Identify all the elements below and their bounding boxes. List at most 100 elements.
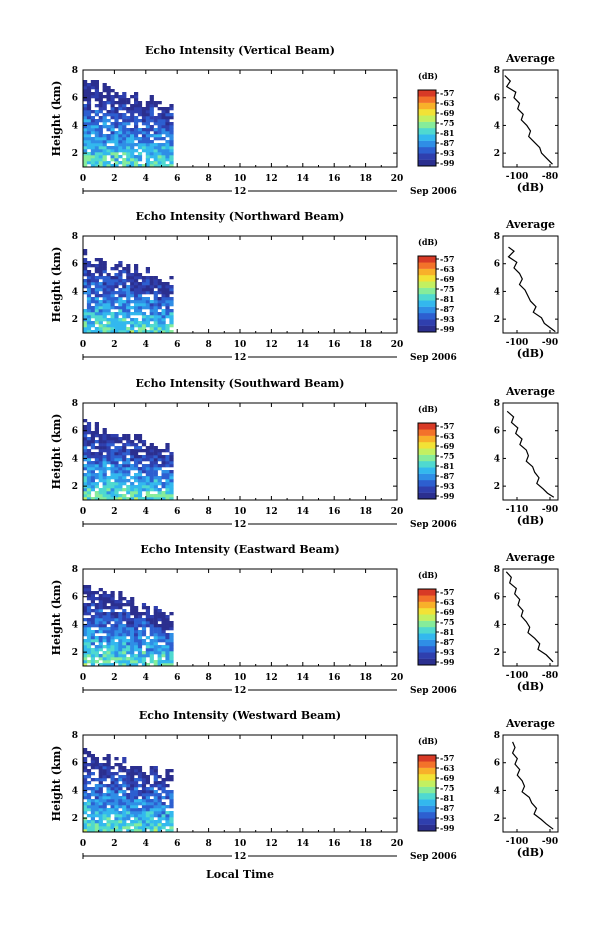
- heatmap-cell: [169, 778, 174, 782]
- colorbar-swatch: [418, 275, 436, 282]
- day-label: 12: [234, 852, 247, 862]
- heatmap-cell: [153, 116, 158, 120]
- heatmap-cell: [169, 814, 174, 818]
- heatmap-cell: [122, 769, 127, 773]
- x-tick-label: 14: [297, 839, 310, 849]
- heatmap-cell: [98, 267, 103, 271]
- heatmap-cell: [102, 306, 107, 310]
- colorbar-swatch: [418, 473, 436, 481]
- heatmap-cell: [114, 164, 119, 168]
- x-tick-label: 20: [391, 340, 404, 350]
- heatmap-cell: [169, 137, 174, 141]
- heatmap-cell: [98, 161, 103, 165]
- colorbar-swatch: [418, 153, 436, 160]
- heatmap-cell: [153, 630, 158, 634]
- heatmap-cell: [106, 89, 111, 93]
- heatmap-cell: [118, 829, 123, 833]
- heatmap-cell: [130, 802, 135, 806]
- heatmap-cell: [161, 128, 166, 132]
- heatmap-cell: [161, 654, 166, 658]
- heatmap-cell: [141, 802, 147, 806]
- heatmap-cell: [110, 476, 115, 480]
- heatmap-cell: [118, 161, 123, 165]
- heatmap-cell: [98, 119, 103, 123]
- heatmap-cell: [145, 464, 150, 468]
- colorbar-tick-label: -63: [440, 98, 455, 108]
- heatmap-cell: [169, 473, 174, 477]
- heatmap-cell: [130, 306, 135, 310]
- heatmap-cell: [145, 146, 150, 150]
- heatmap-cell: [94, 805, 99, 809]
- heatmap-cell: [161, 636, 166, 640]
- heatmap-cell: [122, 104, 127, 108]
- heatmap-cell: [141, 778, 147, 782]
- heatmap-cell: [122, 443, 127, 447]
- heatmap-cell: [83, 760, 88, 764]
- heatmap-cell: [122, 282, 127, 286]
- heatmap-cell: [157, 318, 162, 322]
- heatmap-cell: [169, 312, 174, 316]
- heatmap-cell: [94, 811, 99, 815]
- heatmap-cell: [165, 615, 170, 619]
- heatmap-cell: [161, 778, 166, 782]
- heatmap-cell: [98, 116, 103, 120]
- heatmap-cell: [83, 467, 88, 471]
- heatmap-cell: [106, 814, 111, 818]
- heatmap-cell: [126, 796, 131, 800]
- heatmap-cell: [137, 784, 143, 788]
- heatmap-cell: [165, 470, 170, 474]
- heatmap-cell: [134, 618, 139, 622]
- heatmap-cell: [161, 494, 166, 498]
- heatmap-cell: [106, 327, 111, 331]
- heatmap-cell: [90, 609, 95, 613]
- heatmap-cell: [157, 651, 162, 655]
- heatmap-cell: [141, 660, 147, 664]
- heatmap-cell: [169, 817, 174, 821]
- heatmap-cell: [130, 294, 135, 298]
- heatmap-cell: [114, 618, 119, 622]
- heatmap-cell: [90, 663, 95, 667]
- heatmap-cell: [114, 814, 119, 818]
- heatmap-cell: [169, 113, 174, 117]
- heatmap-cell: [134, 282, 139, 286]
- heatmap-cell: [94, 137, 99, 141]
- heatmap-cell: [137, 488, 143, 492]
- heatmap-cell: [102, 143, 107, 147]
- heatmap-cell: [134, 639, 139, 643]
- heatmap-cell: [130, 161, 135, 165]
- heatmap-cell: [169, 116, 174, 120]
- heatmap-cell: [83, 660, 88, 664]
- average-y-tick-label: 8: [494, 565, 500, 575]
- heatmap-cell: [126, 327, 131, 331]
- heatmap-cell: [153, 315, 158, 319]
- x-tick-label: 8: [205, 673, 211, 683]
- heatmap-cell: [122, 497, 127, 501]
- heatmap-cell: [118, 107, 123, 111]
- heatmap-cell: [137, 321, 143, 325]
- heatmap-cell: [126, 639, 131, 643]
- heatmap-cell: [102, 600, 107, 604]
- heatmap-cell: [102, 491, 107, 495]
- heatmap-cell: [83, 252, 88, 256]
- heatmap-cell: [126, 612, 131, 616]
- heatmap-cell: [90, 790, 95, 794]
- heatmap-cell: [165, 796, 170, 800]
- colorbar-tick-label: -87: [440, 138, 454, 148]
- y-tick-label: 8: [72, 399, 78, 409]
- heatmap-cell: [169, 297, 174, 301]
- heatmap-cell: [134, 485, 139, 489]
- heatmap-cell: [102, 645, 107, 649]
- heatmap-cell: [94, 312, 99, 316]
- heatmap-cell: [106, 600, 111, 604]
- heatmap-cell: [83, 86, 88, 90]
- heatmap-cell: [94, 814, 99, 818]
- heatmap-cell: [122, 143, 127, 147]
- heatmap-cell: [122, 633, 127, 637]
- heatmap-cell: [137, 273, 143, 277]
- colorbar-swatch: [418, 824, 436, 832]
- heatmap-cell: [134, 479, 139, 483]
- heatmap-cell: [106, 491, 111, 495]
- heatmap-cell: [118, 769, 123, 773]
- heatmap-cell: [83, 104, 88, 108]
